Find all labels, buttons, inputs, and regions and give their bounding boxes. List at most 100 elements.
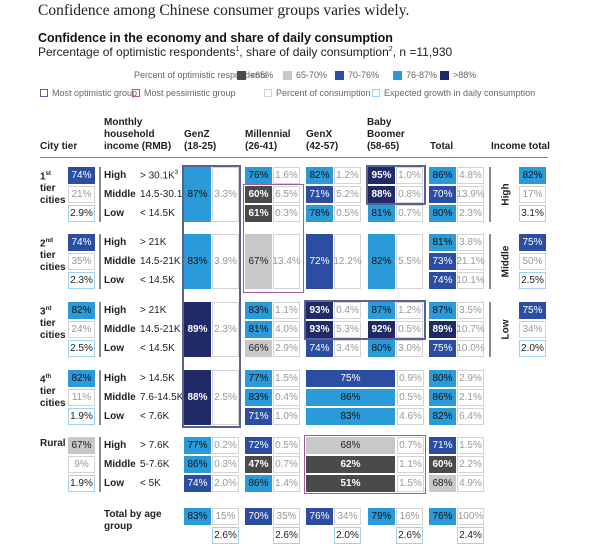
genx-optimistic: 93% <box>306 302 333 319</box>
boomer-optimistic: 95% <box>368 167 395 184</box>
total-by-age-growth: 2.6% <box>396 527 423 544</box>
tier-suffix: st <box>45 171 51 177</box>
total-by-age-optimistic: 76% <box>429 508 456 525</box>
total-optimistic: 86% <box>429 389 456 406</box>
income-total-consumption: 50% <box>519 253 546 270</box>
genx-consumption: 1.2% <box>334 167 361 184</box>
income-label: Middle <box>104 256 136 267</box>
income-range: < 5K <box>140 478 161 489</box>
total-by-age-line: group <box>104 521 133 532</box>
tier-growth: 2.9% <box>68 205 95 222</box>
boomer-consumption: 5.5% <box>396 234 423 289</box>
tier-word: cities <box>40 195 66 207</box>
total-by-age-optimistic: 79% <box>368 508 395 525</box>
header-genz: GenZ (18-25) <box>184 129 217 152</box>
total-optimistic: 68% <box>429 475 456 492</box>
genz-consumption: 2.0% <box>212 475 239 492</box>
income-range: > 7.6K <box>140 440 169 451</box>
tier-number: 4 <box>40 374 46 386</box>
total-by-age-consumption: 15% <box>212 508 239 525</box>
tier-growth: 1.9% <box>68 408 95 425</box>
total-by-age-consumption: 35% <box>273 508 300 525</box>
total-optimistic: 89% <box>429 321 456 338</box>
header-millennial: Millennial (26-41) <box>245 129 291 152</box>
total-by-age-optimistic: 76% <box>306 508 333 525</box>
genx-boomer-optimistic: 51% <box>306 475 395 492</box>
tier-suffix: th <box>45 374 52 380</box>
total-consumption: 10.0% <box>456 340 485 357</box>
millennial-consumption: 6.5% <box>273 186 300 203</box>
header-income: Monthly household income (RMB) <box>104 117 172 152</box>
legend-percent-consumption-swatch <box>264 89 272 97</box>
genx-consumption: 0.4% <box>334 302 361 319</box>
total-consumption: 3.5% <box>457 302 484 319</box>
tier-growth: 2.5% <box>68 340 95 357</box>
millennial-optimistic: 67% <box>245 234 272 289</box>
income-total-consumption: 17% <box>519 186 546 203</box>
total-consumption: 2.9% <box>457 370 484 387</box>
header-total: Total <box>430 141 454 152</box>
genz-consumption: 3.9% <box>212 234 239 289</box>
boomer-optimistic: 92% <box>368 321 395 338</box>
millennial-consumption: 4.0% <box>273 321 300 338</box>
income-total-optimistic: 82% <box>519 167 546 184</box>
total-consumption: 21.1% <box>456 253 485 270</box>
total-by-age-growth: 2.6% <box>212 527 239 544</box>
total-optimistic: 81% <box>429 234 456 251</box>
income-group-divider <box>489 234 491 289</box>
legend-swatch-lt65 <box>237 71 246 80</box>
total-consumption: 2.2% <box>457 456 484 473</box>
millennial-optimistic: 72% <box>245 437 272 454</box>
boomer-optimistic: 88% <box>368 186 395 203</box>
millennial-optimistic: 83% <box>245 302 272 319</box>
legend-bin-label: 65-70% <box>296 70 328 80</box>
genx-boomer-consumption: 0.5% <box>397 389 424 406</box>
millennial-consumption: 13.4% <box>272 234 301 289</box>
income-range-text: < 14.5K <box>140 275 175 286</box>
millennial-consumption: 1.1% <box>273 302 300 319</box>
income-range: 14.5-30.1K <box>140 189 189 200</box>
tier-optimistic: 74% <box>68 234 95 251</box>
genx-consumption: 5.2% <box>334 186 361 203</box>
income-label: Middle <box>104 324 136 335</box>
millennial-consumption: 1.6% <box>273 167 300 184</box>
genx-boomer-consumption: 0.7% <box>397 437 424 454</box>
income-range: < 14.5K <box>140 275 175 286</box>
genz-consumption: 0.2% <box>212 437 239 454</box>
boomer-optimistic: 81% <box>368 205 395 222</box>
tier-word: tier <box>40 318 56 330</box>
most-optimistic-outline-genz <box>182 165 241 428</box>
income-range-text: > 7.6K <box>140 440 170 451</box>
genx-boomer-optimistic: 68% <box>306 437 395 454</box>
genx-boomer-optimistic: 83% <box>306 408 395 425</box>
tier-label: 4th tier cities <box>40 371 66 410</box>
header-genx: GenX (42-57) <box>306 129 339 152</box>
most-pessimistic-outline-millennial <box>243 184 304 293</box>
genz-optimistic: 89% <box>184 302 211 357</box>
total-by-age-growth: 2.4% <box>457 527 484 544</box>
total-consumption: 4.9% <box>457 475 484 492</box>
income-group-label: High <box>500 183 512 206</box>
total-consumption: 4.8% <box>457 167 484 184</box>
total-by-age-consumption: 16% <box>396 508 423 525</box>
boomer-consumption: 1.2% <box>396 302 423 319</box>
tier-word: cities <box>40 330 66 342</box>
income-range: > 21K <box>140 237 166 248</box>
income-group-label: Low <box>500 319 512 340</box>
tier-word: tier <box>40 250 56 262</box>
legend-most-optimistic-label: Most optimistic group <box>52 88 138 98</box>
genx-optimistic: 71% <box>306 186 333 203</box>
total-consumption: 10.7% <box>456 321 485 338</box>
genx-optimistic: 93% <box>306 321 333 338</box>
most-optimistic-outline-boomer <box>366 165 426 205</box>
tier-suffix: rd <box>45 306 52 312</box>
genx-optimistic: 82% <box>306 167 333 184</box>
genx-consumption: 3.4% <box>334 340 361 357</box>
millennial-consumption: 1.4% <box>273 475 300 492</box>
total-optimistic: 74% <box>429 272 456 289</box>
legend-swatch-r70_76 <box>335 71 344 80</box>
header-boomer: Baby Boomer (58-65) <box>367 117 405 152</box>
tier-word: tier <box>40 183 56 195</box>
tier-divider <box>99 370 101 425</box>
millennial-consumption: 0.3% <box>273 205 300 222</box>
